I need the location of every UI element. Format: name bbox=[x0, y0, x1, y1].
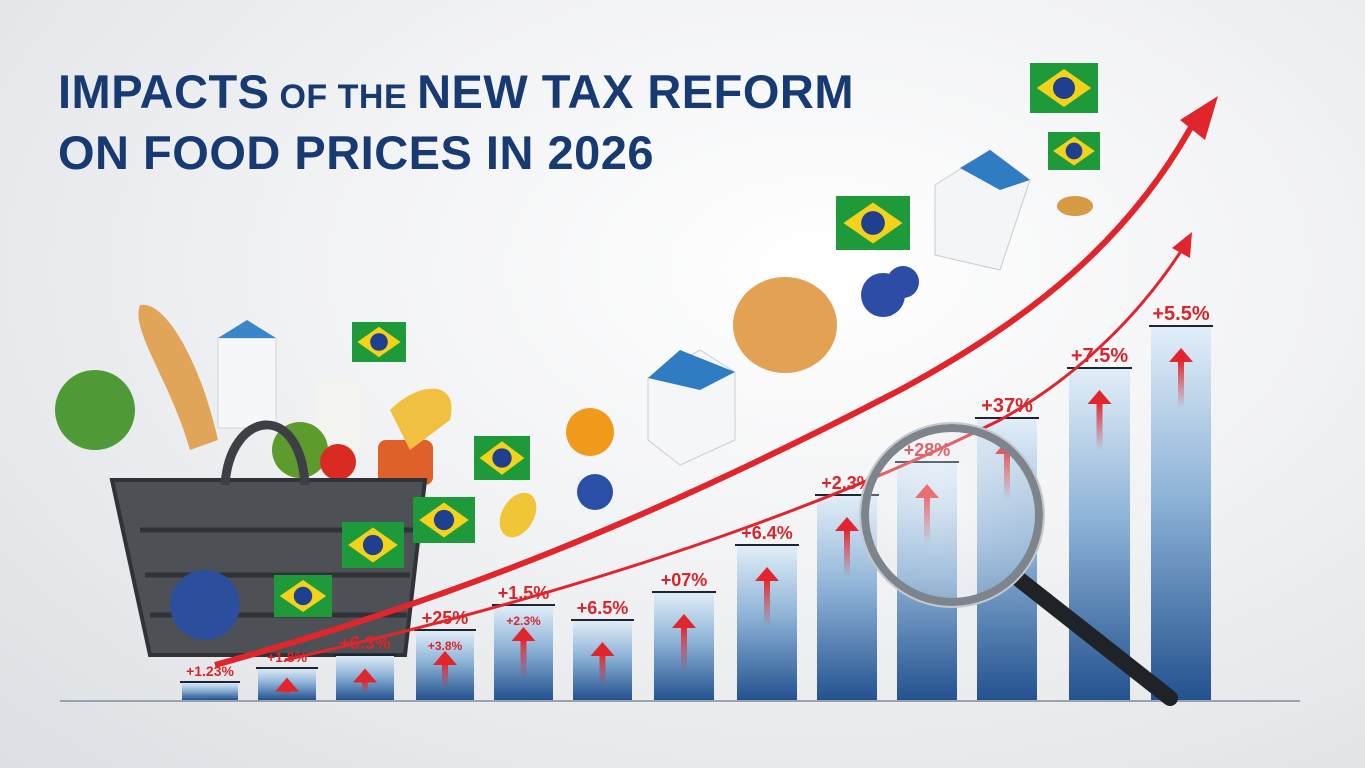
up-arrow-icon bbox=[835, 517, 859, 531]
nut-icon bbox=[1057, 196, 1093, 216]
bar-label: +1.23% bbox=[186, 663, 234, 679]
bar-label: +6.5% bbox=[577, 598, 629, 618]
up-arrow-icon bbox=[1169, 348, 1193, 362]
up-arrow-icon bbox=[511, 627, 536, 641]
bar bbox=[182, 682, 238, 700]
trend-arrowhead-secondary-icon bbox=[1172, 232, 1192, 258]
up-arrow-shaft bbox=[1178, 360, 1184, 408]
bar-group: +5.5% bbox=[1149, 303, 1213, 700]
title-word-of-the: OF THE bbox=[269, 78, 418, 116]
up-arrow-icon bbox=[755, 567, 779, 581]
bar-group: +1.23% bbox=[180, 663, 240, 700]
bar-label: +2.3% bbox=[821, 473, 873, 493]
bar-group: +6.3% bbox=[334, 633, 396, 700]
bar-label: +6.4% bbox=[741, 523, 793, 543]
lettuce-icon bbox=[55, 370, 135, 450]
floating-items bbox=[499, 149, 1093, 538]
bar-inner-label: +3.8% bbox=[428, 639, 463, 653]
bread-roll-icon bbox=[733, 277, 837, 373]
trend-arrowhead-icon bbox=[1180, 96, 1218, 140]
up-arrow-shaft bbox=[764, 579, 770, 627]
bar-label: +1.5% bbox=[498, 583, 550, 603]
magnifying-glass-icon bbox=[859, 422, 1178, 706]
orange-icon bbox=[566, 408, 614, 456]
bar-group: +6.5% bbox=[571, 598, 634, 700]
bar-group: +2.3% bbox=[815, 473, 879, 700]
up-arrow-shaft bbox=[1096, 402, 1103, 450]
banana-icon bbox=[499, 492, 537, 538]
up-arrow-shaft bbox=[362, 680, 368, 694]
up-arrow-icon bbox=[353, 668, 377, 683]
page-title: IMPACTS OF THE NEW TAX REFORM ON FOOD PR… bbox=[58, 64, 854, 181]
up-arrow-icon bbox=[590, 642, 615, 656]
brazil-flag-icon bbox=[1030, 63, 1098, 113]
up-arrow-shaft bbox=[844, 529, 850, 577]
up-arrow-icon bbox=[672, 614, 696, 628]
bar-label: +37% bbox=[981, 395, 1033, 417]
shopping-basket-icon bbox=[55, 304, 452, 657]
up-arrow-shaft bbox=[599, 654, 606, 686]
title-rest: NEW TAX REFORM bbox=[417, 65, 855, 118]
bar-group: +25%+3.8% bbox=[414, 608, 476, 700]
up-arrow-shaft bbox=[681, 626, 687, 674]
up-arrow-shaft bbox=[520, 639, 527, 680]
brazil-flag-icon bbox=[352, 322, 406, 362]
brazil-flag-icon bbox=[836, 196, 910, 250]
brazil-flag-icon bbox=[274, 575, 332, 617]
up-arrow-icon bbox=[1087, 390, 1112, 404]
up-arrow-shaft bbox=[442, 663, 448, 690]
bar-label: +5.5% bbox=[1152, 303, 1209, 325]
brazil-flag-icon bbox=[474, 436, 530, 480]
bar-inner-label: +2.3% bbox=[506, 614, 541, 628]
bar-label: +1.8% bbox=[267, 649, 308, 665]
brazil-flag-icon bbox=[1048, 132, 1100, 170]
bar-group: +1.8% bbox=[256, 649, 318, 700]
milk-bottle-icon bbox=[315, 380, 365, 450]
plum-icon bbox=[577, 474, 613, 510]
title-word-impacts: IMPACTS bbox=[58, 65, 270, 118]
bar-group: +07% bbox=[652, 570, 716, 700]
milk-carton-icon bbox=[217, 337, 277, 429]
title-line-2: ON FOOD PRICES IN 2026 bbox=[58, 126, 655, 179]
bar-group: +6.4% bbox=[735, 523, 799, 700]
brazil-flag-icon bbox=[413, 497, 475, 543]
brazil-flag-icon bbox=[342, 522, 404, 568]
up-arrow-shaft bbox=[284, 689, 290, 696]
up-arrow-icon bbox=[275, 677, 299, 692]
trend-line-main bbox=[214, 118, 1198, 668]
bar-label: +07% bbox=[661, 570, 708, 590]
baguette-icon bbox=[138, 304, 218, 450]
up-arrow-icon bbox=[433, 651, 457, 665]
